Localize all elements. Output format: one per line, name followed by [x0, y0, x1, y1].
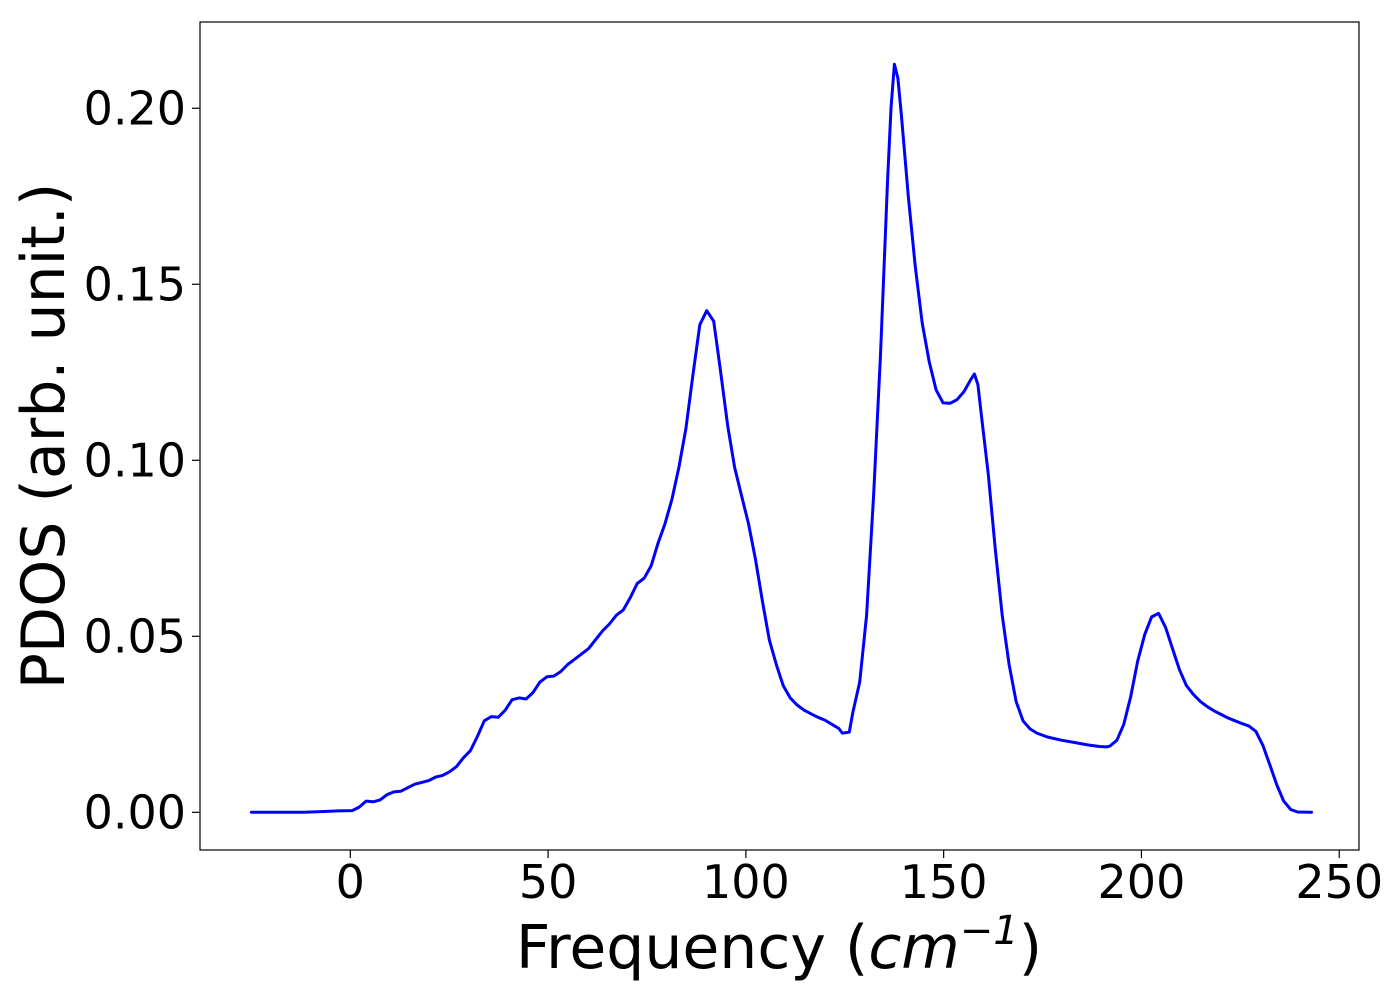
y-tick-label: 0.15 — [84, 257, 186, 311]
x-axis-label-text: Frequency — [516, 913, 826, 983]
x-axis-ticks: 0 50 100 150 200 250 — [336, 850, 1383, 909]
x-tick-label: 50 — [519, 855, 578, 909]
x-axis-unit-exponent: −1 — [960, 908, 1019, 954]
pdos-series-line — [249, 62, 1313, 814]
x-tick-label: 200 — [1098, 855, 1186, 909]
x-axis-unit: cm — [868, 913, 959, 983]
x-tick-label: 0 — [336, 855, 365, 909]
y-tick-label: 0.00 — [84, 785, 186, 839]
x-tick-label: 250 — [1295, 855, 1383, 909]
y-tick-label: 0.20 — [84, 81, 186, 135]
y-tick-label: 0.10 — [84, 433, 186, 487]
x-tick-label: 150 — [900, 855, 988, 909]
y-axis-label: PDOS (arb. unit.) — [9, 183, 79, 690]
x-axis-label: Frequency (cm−1) — [516, 908, 1042, 983]
y-tick-label: 0.05 — [84, 609, 186, 663]
plot-area — [199, 21, 1360, 851]
y-axis-ticks: 0.00 0.05 0.10 0.15 0.20 — [84, 81, 200, 839]
x-tick-label: 100 — [702, 855, 790, 909]
